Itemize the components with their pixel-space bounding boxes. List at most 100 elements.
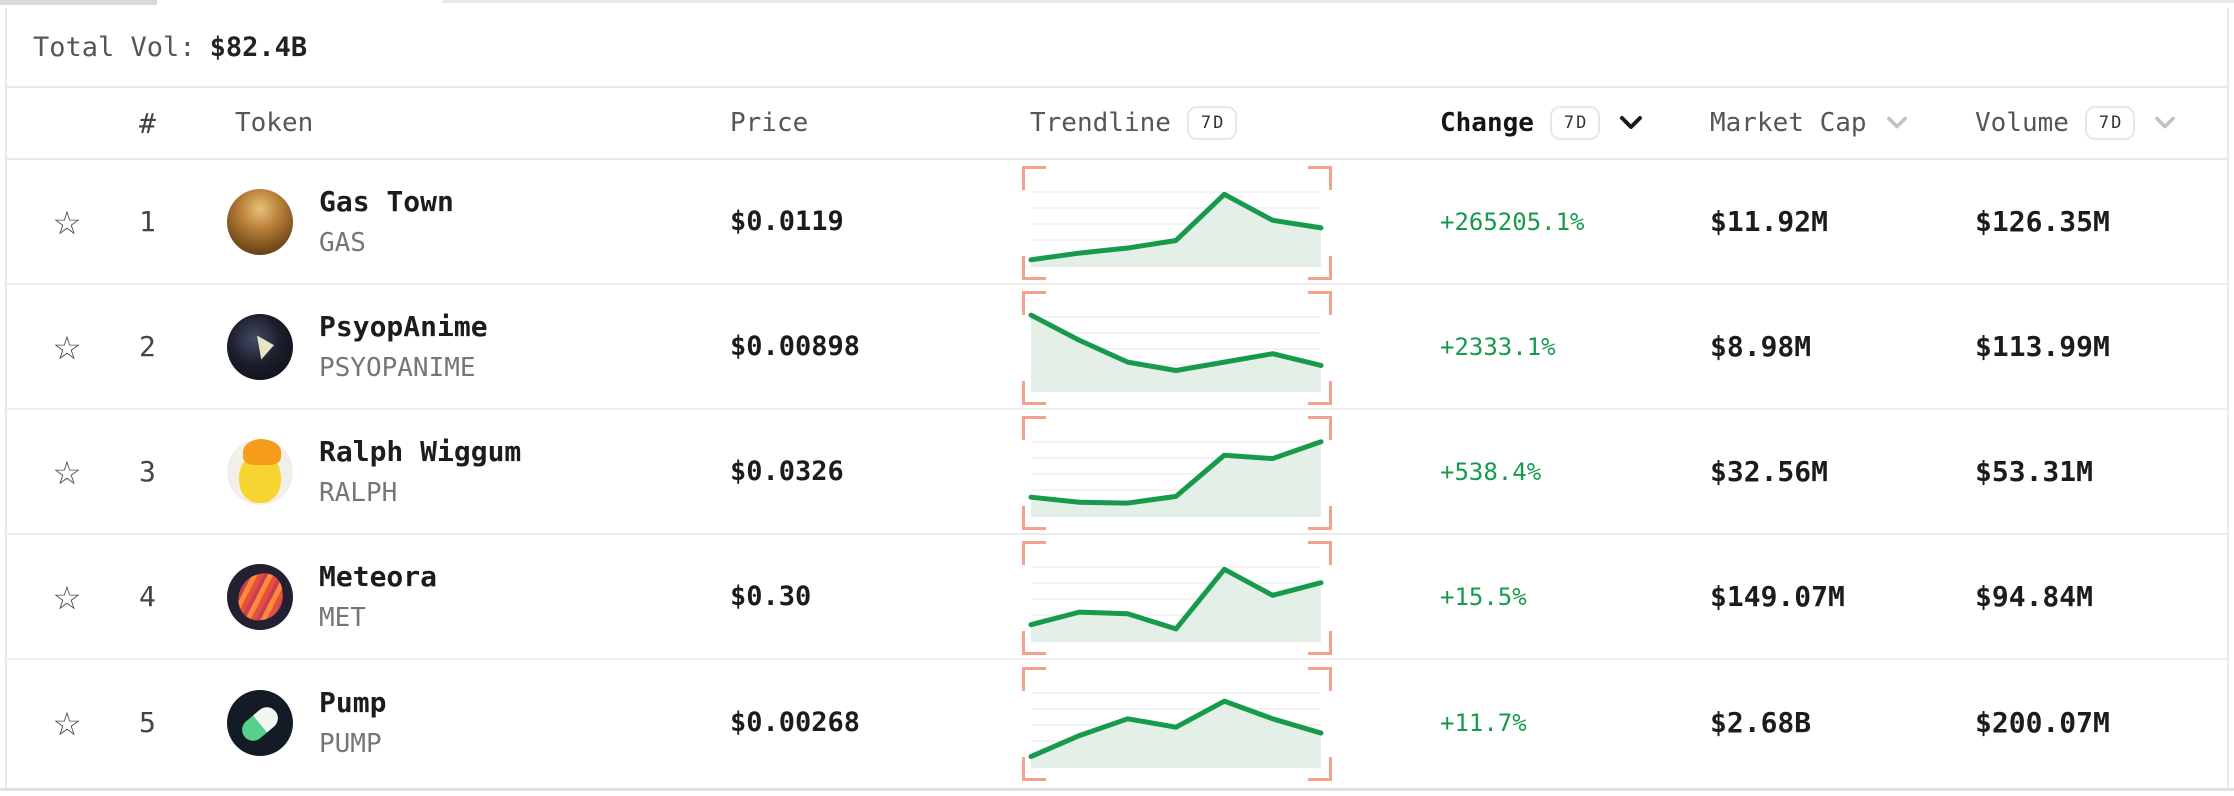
- token-symbol: RALPH: [319, 478, 398, 508]
- rank-cell: 5: [139, 706, 156, 739]
- chevron-down-icon[interactable]: [1616, 113, 1646, 133]
- change-cell: +265205.1%: [1440, 207, 1585, 236]
- rank-cell: 4: [139, 580, 156, 613]
- token-symbol: PSYOPANIME: [319, 353, 476, 383]
- total-vol-value: $82.4B: [209, 31, 308, 63]
- token-cell: Pump PUMP: [227, 686, 722, 759]
- trendline-label: Trendline: [1030, 108, 1171, 138]
- crop-bracket-icon: [1308, 380, 1332, 405]
- crop-bracket-icon: [1308, 255, 1332, 280]
- trendline-chart: [1022, 415, 1332, 530]
- price-cell: $0.00898: [730, 331, 861, 362]
- volume-period-badge[interactable]: 7D: [2084, 106, 2136, 140]
- token-avatar: [227, 438, 293, 505]
- trendline-chart: [1022, 290, 1332, 405]
- crop-bracket-icon: [1308, 165, 1332, 190]
- col-header-rank: #: [139, 106, 156, 140]
- col-header-market-cap[interactable]: Market Cap: [1702, 108, 1967, 138]
- volume-cell: $113.99M: [1975, 330, 2110, 363]
- col-header-price: Price: [730, 108, 809, 138]
- crop-bracket-icon: [1308, 666, 1332, 691]
- crop-bracket-icon: [1308, 540, 1332, 565]
- favorite-star-button[interactable]: ☆: [53, 566, 81, 621]
- col-header-trendline: Trendline 7D: [1022, 106, 1432, 140]
- total-volume-bar: Total Vol: $82.4B: [7, 8, 2227, 88]
- rank-cell: 3: [139, 455, 156, 488]
- change-cell: +2333.1%: [1440, 332, 1556, 361]
- market-cap-cell: $2.68B: [1710, 706, 1812, 739]
- change-period-badge[interactable]: 7D: [1549, 106, 1601, 140]
- favorite-star-button[interactable]: ☆: [53, 191, 81, 246]
- token-table-body: ☆ 1 Gas Town GAS $0.0119 +265205.1% $11.…: [7, 160, 2227, 785]
- crop-bracket-icon: [1308, 505, 1332, 530]
- market-cap-cell: $11.92M: [1710, 205, 1829, 238]
- token-name: Gas Town: [319, 185, 454, 218]
- token-row[interactable]: ☆ 1 Gas Town GAS $0.0119 +265205.1% $11.…: [7, 160, 2227, 285]
- crop-bracket-icon: [1022, 255, 1046, 280]
- cutoff-border-artifact-right: [442, 0, 2234, 3]
- volume-cell: $200.07M: [1975, 706, 2110, 739]
- crop-bracket-icon: [1022, 415, 1046, 440]
- market-cap-cell: $8.98M: [1710, 330, 1812, 363]
- crop-bracket-icon: [1022, 666, 1046, 691]
- token-name: Pump: [319, 686, 387, 719]
- rank-cell: 1: [139, 205, 156, 238]
- token-avatar: [227, 313, 293, 380]
- price-cell: $0.0119: [730, 206, 844, 237]
- crop-bracket-icon: [1022, 505, 1046, 530]
- rank-cell: 2: [139, 330, 156, 363]
- token-symbol: PUMP: [319, 729, 382, 759]
- chevron-down-icon[interactable]: [1883, 114, 1911, 132]
- chevron-down-icon[interactable]: [2151, 114, 2179, 132]
- col-header-token: Token: [235, 108, 314, 138]
- volume-label: Volume: [1975, 108, 2069, 138]
- token-avatar: [227, 188, 293, 255]
- total-vol-label: Total Vol:: [33, 31, 196, 63]
- token-row[interactable]: ☆ 3 Ralph Wiggum RALPH $0.0326 +538.4% $…: [7, 410, 2227, 535]
- token-name: Meteora: [319, 560, 438, 593]
- token-cell: Meteora MET: [227, 560, 722, 633]
- volume-cell: $126.35M: [1975, 205, 2110, 238]
- volume-cell: $53.31M: [1975, 455, 2094, 488]
- change-cell: +15.5%: [1440, 582, 1527, 611]
- trendline-chart: [1022, 666, 1332, 781]
- crop-bracket-icon: [1022, 756, 1046, 781]
- table-header-row: # Token Price Trendline 7D Change 7D Mar…: [7, 88, 2227, 160]
- token-row[interactable]: ☆ 2 PsyopAnime PSYOPANIME $0.00898 +2333…: [7, 285, 2227, 410]
- crop-bracket-icon: [1022, 630, 1046, 655]
- token-symbol: GAS: [319, 228, 366, 258]
- market-cap-cell: $149.07M: [1710, 580, 1845, 613]
- change-label: Change: [1440, 108, 1534, 138]
- trendline-chart: [1022, 165, 1332, 280]
- token-name: Ralph Wiggum: [319, 435, 522, 468]
- price-cell: $0.0326: [730, 456, 844, 487]
- token-cell: PsyopAnime PSYOPANIME: [227, 310, 722, 383]
- favorite-star-button[interactable]: ☆: [53, 316, 81, 371]
- favorite-star-button[interactable]: ☆: [53, 692, 81, 747]
- trendline-period-badge[interactable]: 7D: [1186, 106, 1238, 140]
- col-header-change[interactable]: Change 7D: [1432, 106, 1702, 140]
- change-cell: +538.4%: [1440, 457, 1542, 486]
- price-cell: $0.30: [730, 581, 812, 612]
- token-avatar: [227, 563, 293, 630]
- token-name: PsyopAnime: [319, 310, 488, 343]
- crop-bracket-icon: [1022, 380, 1046, 405]
- market-cap-cell: $32.56M: [1710, 455, 1829, 488]
- trendline-chart: [1022, 540, 1332, 655]
- favorite-star-button[interactable]: ☆: [53, 441, 81, 496]
- crop-bracket-icon: [1022, 165, 1046, 190]
- crop-bracket-icon: [1022, 540, 1046, 565]
- market-cap-label: Market Cap: [1710, 108, 1867, 138]
- token-symbol: MET: [319, 603, 366, 633]
- change-cell: +11.7%: [1440, 708, 1527, 737]
- token-row[interactable]: ☆ 5 Pump PUMP $0.00268 +11.7% $2.68B $20…: [7, 660, 2227, 785]
- token-cell: Ralph Wiggum RALPH: [227, 435, 722, 508]
- col-header-volume[interactable]: Volume 7D: [1967, 106, 2227, 140]
- token-cell: Gas Town GAS: [227, 185, 722, 258]
- crop-bracket-icon: [1308, 415, 1332, 440]
- token-row[interactable]: ☆ 4 Meteora MET $0.30 +15.5% $149.07M $9…: [7, 535, 2227, 660]
- price-cell: $0.00268: [730, 707, 861, 738]
- crop-bracket-icon: [1308, 630, 1332, 655]
- crop-bracket-icon: [1308, 756, 1332, 781]
- volume-cell: $94.84M: [1975, 580, 2094, 613]
